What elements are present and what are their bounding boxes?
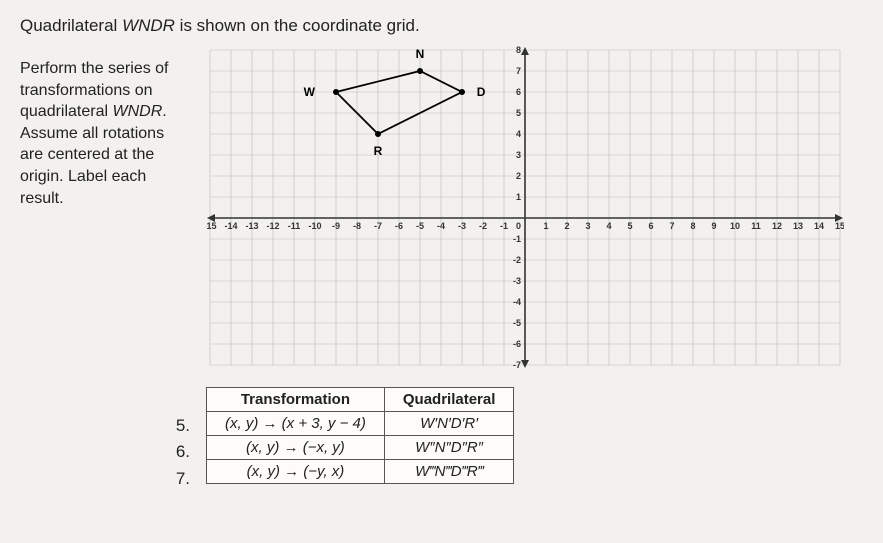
svg-text:10: 10 [730, 221, 740, 231]
cell-quad: W′N′D′R′ [384, 412, 514, 436]
svg-text:-7: -7 [513, 360, 521, 369]
svg-text:-4: -4 [513, 297, 521, 307]
table-row: (x, y) → (x + 3, y − 4) W′N′D′R′ [207, 412, 514, 436]
svg-text:4: 4 [606, 221, 611, 231]
svg-text:N: N [416, 47, 425, 61]
svg-text:-5: -5 [416, 221, 424, 231]
svg-text:9: 9 [711, 221, 716, 231]
question-numbers: 5. 6. 7. [20, 387, 196, 492]
svg-text:7: 7 [669, 221, 674, 231]
svg-text:-6: -6 [395, 221, 403, 231]
svg-text:5: 5 [516, 108, 521, 118]
svg-text:-10: -10 [308, 221, 321, 231]
cell-quad: W″N″D″R″ [384, 436, 514, 460]
svg-text:-11: -11 [288, 221, 301, 231]
svg-text:-15: -15 [206, 221, 217, 231]
svg-text:-14: -14 [224, 221, 237, 231]
cell-transformation: (x, y) → (x + 3, y − 4) [207, 412, 385, 436]
svg-text:R: R [374, 144, 383, 158]
svg-text:8: 8 [516, 46, 521, 55]
col-header-quadrilateral: Quadrilateral [384, 388, 514, 412]
q-num: 5. [20, 413, 190, 439]
svg-text:2: 2 [564, 221, 569, 231]
svg-text:-3: -3 [513, 276, 521, 286]
svg-text:12: 12 [772, 221, 782, 231]
q-num: 6. [20, 439, 190, 465]
svg-text:0: 0 [516, 221, 521, 231]
svg-text:D: D [477, 85, 486, 99]
cell-transformation: (x, y) → (−y, x) [207, 460, 385, 484]
prompt-prefix: Quadrilateral [20, 16, 122, 35]
svg-text:-8: -8 [353, 221, 361, 231]
svg-text:5: 5 [627, 221, 632, 231]
problem-prompt: Quadrilateral WNDR is shown on the coord… [20, 16, 863, 36]
svg-text:-9: -9 [332, 221, 340, 231]
svg-text:13: 13 [793, 221, 803, 231]
instructions-text: Perform the series of transformations on… [20, 46, 190, 209]
svg-text:-13: -13 [245, 221, 258, 231]
svg-text:3: 3 [585, 221, 590, 231]
prompt-suffix: is shown on the coordinate grid. [175, 16, 420, 35]
svg-text:1: 1 [543, 221, 548, 231]
svg-text:-3: -3 [458, 221, 466, 231]
svg-text:W: W [304, 85, 316, 99]
svg-text:-1: -1 [500, 221, 508, 231]
svg-text:-7: -7 [374, 221, 382, 231]
svg-text:1: 1 [516, 192, 521, 202]
svg-text:8: 8 [690, 221, 695, 231]
q-num: 7. [20, 466, 190, 492]
svg-text:-1: -1 [513, 234, 521, 244]
cell-quad: W‴N‴D‴R‴ [384, 460, 514, 484]
svg-text:-4: -4 [437, 221, 445, 231]
svg-text:4: 4 [516, 129, 521, 139]
svg-text:-12: -12 [266, 221, 279, 231]
svg-text:2: 2 [516, 171, 521, 181]
svg-text:3: 3 [516, 150, 521, 160]
svg-text:-2: -2 [513, 255, 521, 265]
svg-text:-5: -5 [513, 318, 521, 328]
svg-text:14: 14 [814, 221, 824, 231]
coordinate-grid: -15-14-13-12-11-10-9-8-7-6-5-4-3-2-11234… [206, 46, 863, 369]
svg-text:-2: -2 [479, 221, 487, 231]
instructions-shape-name: WNDR [113, 103, 163, 120]
svg-text:6: 6 [516, 87, 521, 97]
svg-text:6: 6 [648, 221, 653, 231]
svg-text:15: 15 [835, 221, 844, 231]
svg-text:7: 7 [516, 66, 521, 76]
cell-transformation: (x, y) → (−x, y) [207, 436, 385, 460]
table-row: (x, y) → (−y, x) W‴N‴D‴R‴ [207, 460, 514, 484]
svg-text:11: 11 [751, 221, 761, 231]
grid-svg: -15-14-13-12-11-10-9-8-7-6-5-4-3-2-11234… [206, 46, 844, 369]
prompt-shape-name: WNDR [122, 16, 175, 35]
col-header-transformation: Transformation [207, 388, 385, 412]
table-header-row: Transformation Quadrilateral [207, 388, 514, 412]
transformation-table: Transformation Quadrilateral (x, y) → (x… [206, 387, 514, 484]
svg-text:-6: -6 [513, 339, 521, 349]
table-row: (x, y) → (−x, y) W″N″D″R″ [207, 436, 514, 460]
